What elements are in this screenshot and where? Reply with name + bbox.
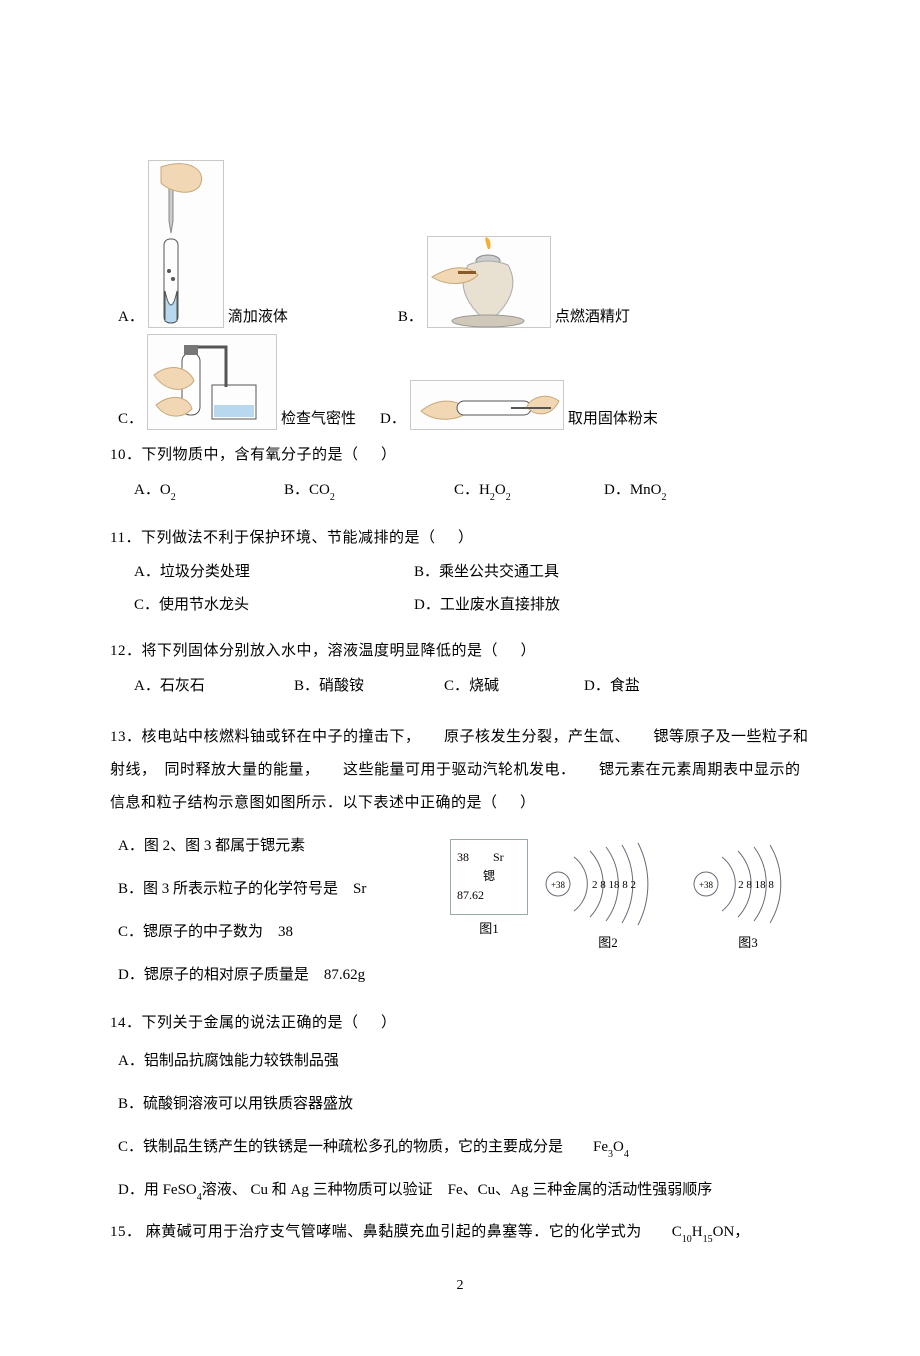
paren: ） [359, 444, 419, 467]
q13-para: 13．核电站中核燃料铀或钚在中子的撞击下， 原子核发生分裂，产生氙、 锶等原子及… [110, 729, 809, 811]
svg-text:2 8 18 8: 2 8 18 8 [738, 879, 774, 891]
q10-stem: 10．下列物质中，含有氧分子的是（ [110, 447, 359, 463]
svg-text:2 8 18 8 2: 2 8 18 8 2 [592, 879, 636, 891]
dropper-figure [148, 160, 224, 328]
paren: ） [498, 640, 558, 663]
option-text: 检查气密性 [281, 408, 356, 431]
lamp-figure [427, 236, 551, 328]
option-A-dropper: A． 滴加液体 [118, 160, 288, 328]
airtight-figure [147, 334, 277, 430]
q10-opt-A: A．O2 [134, 479, 284, 503]
spoon-figure [410, 380, 564, 430]
q11-opt-D: D．工业废水直接排放 [414, 594, 560, 617]
option-letter: A． [118, 306, 144, 329]
option-text: 点燃酒精灯 [555, 306, 630, 329]
q14-opt-C: C．铁制品生锈产生的铁锈是一种疏松多孔的物质，它的主要成分是 Fe3O4 [118, 1131, 810, 1164]
q14-opt-D: D．用 FeSO4溶液、 Cu 和 Ag 三种物质可以验证 Fe、Cu、Ag 三… [118, 1174, 810, 1207]
fig2: +38 2 8 18 8 2 图2 [540, 839, 676, 953]
question-14: 14．下列关于金属的说法正确的是（） A．铝制品抗腐蚀能力较铁制品强 B．硫酸铜… [110, 1012, 810, 1207]
fig1: 38 Sr 锶 87.62 图1 [450, 839, 528, 938]
q11-opt-B: B．乘坐公共交通工具 [414, 561, 560, 584]
page-number: 2 [110, 1275, 810, 1296]
q14-stem: 14．下列关于金属的说法正确的是（ [110, 1015, 359, 1031]
option-letter: C． [118, 408, 143, 431]
question-10: 10．下列物质中，含有氧分子的是（） A．O2 B．CO2 C．H2O2 D．M… [110, 444, 810, 513]
q11-opt-A: A．垃圾分类处理 [134, 561, 414, 584]
q13-figure: 38 Sr 锶 87.62 图1 +38 2 [450, 839, 810, 979]
q14-opt-B: B．硫酸铜溶液可以用铁质容器盛放 [118, 1088, 810, 1121]
fig3: +38 2 8 18 8 图3 [688, 839, 808, 953]
q12-opt-D: D．食盐 [584, 675, 640, 698]
option-B-lamp: B． 点燃酒精灯 [398, 236, 630, 328]
q12-opt-B: B．硝酸铵 [294, 675, 444, 698]
question-15: 15． 麻黄碱可用于治疗支气管哮喘、鼻黏膜充血引起的鼻塞等．它的化学式为 C10… [110, 1221, 810, 1245]
option-C-airtight: C． 检查气密性 [118, 334, 356, 430]
q11-opt-C: C．使用节水龙头 [134, 594, 414, 617]
q10-opt-B: B．CO2 [284, 479, 454, 503]
q12-stem: 12．将下列固体分别放入水中，溶液温度明显降低的是（ [110, 643, 498, 659]
q11-stem: 11．下列做法不利于保护环境、节能减排的是（ [110, 530, 435, 546]
paren: ） [435, 527, 495, 550]
question-13: 13．核电站中核燃料铀或钚在中子的撞击下， 原子核发生分裂，产生氙、 锶等原子及… [110, 721, 810, 992]
q10-opt-D: D．MnO2 [604, 479, 667, 503]
q10-opt-C: C．H2O2 [454, 479, 604, 503]
question-11: 11．下列做法不利于保护环境、节能减排的是（） A．垃圾分类处理 C．使用节水龙… [110, 527, 810, 627]
q12-opt-C: C．烧碱 [444, 675, 584, 698]
option-letter: B． [398, 306, 423, 329]
paren: ） [498, 787, 558, 820]
svg-text:+38: +38 [699, 880, 714, 890]
svg-text:+38: +38 [551, 880, 566, 890]
q12-opt-A: A．石灰石 [134, 675, 294, 698]
question-12: 12．将下列固体分别放入水中，溶液温度明显降低的是（） A．石灰石 B．硝酸铵 … [110, 640, 810, 707]
paren: ） [359, 1012, 419, 1035]
option-letter: D． [380, 408, 406, 431]
option-row-cd: C． 检查气密性 D． [110, 334, 810, 430]
option-D-spoon: D． 取用固体粉末 [380, 380, 658, 430]
option-row-ab: A． 滴加液体 B． [110, 160, 810, 328]
q15-stem: 15． 麻黄碱可用于治疗支气管哮喘、鼻黏膜充血引起的鼻塞等．它的化学式为 [110, 1224, 642, 1240]
option-text: 滴加液体 [228, 306, 288, 329]
q14-opt-A: A．铝制品抗腐蚀能力较铁制品强 [118, 1045, 810, 1078]
option-text: 取用固体粉末 [568, 408, 658, 431]
